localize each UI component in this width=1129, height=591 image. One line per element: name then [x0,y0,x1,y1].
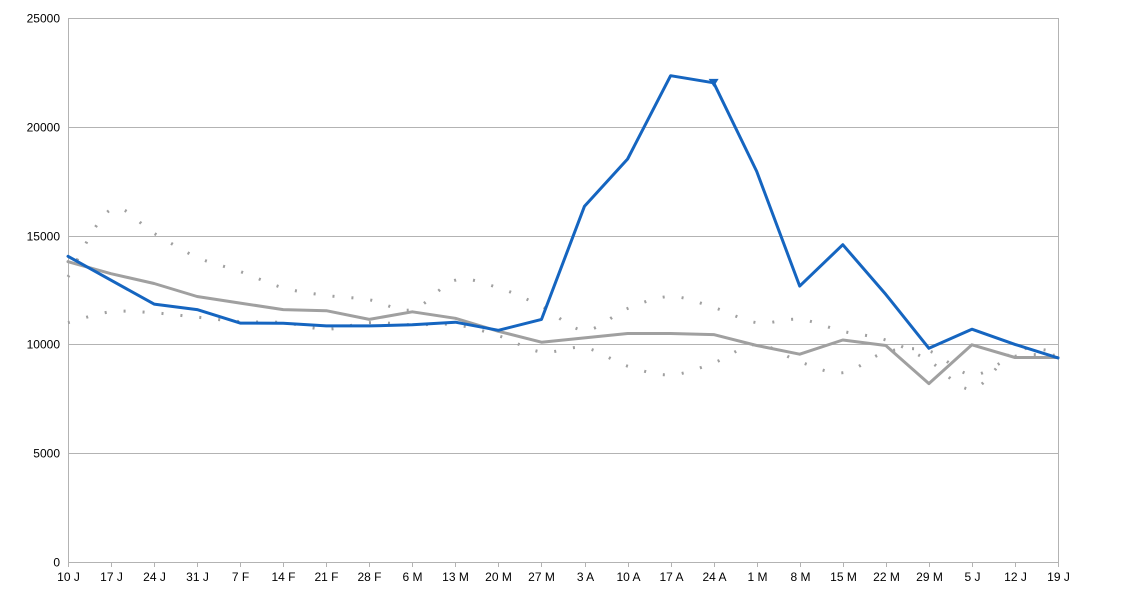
x-tick-label: 8 M [790,570,810,584]
x-tick-label: 29 M [916,570,943,584]
x-tick-label: 10 A [616,570,640,584]
x-tick-label: 24 A [702,570,726,584]
series-lines [68,76,1058,389]
x-tick-label: 22 M [873,570,900,584]
x-tick-label: 3 A [577,570,594,584]
y-tick-label: 5000 [33,447,60,461]
x-tick-label: 6 M [402,570,422,584]
x-tick-label: 1 M [747,570,767,584]
x-tick-label: 21 F [314,570,338,584]
x-tick-label: 13 M [442,570,469,584]
x-tick-label: 17 J [100,570,123,584]
y-tick-label: 15000 [27,230,61,244]
series-1-line [68,76,1058,358]
y-tick-label: 0 [53,556,60,570]
x-tick-label: 15 M [830,570,857,584]
gridlines [68,19,1058,454]
y-tick-label: 20000 [27,121,61,135]
y-tick-labels: 0 5000 10000 15000 20000 25000 [27,12,61,570]
x-tick-labels: 10 J 17 J 24 J 31 J 7 F 14 F 21 F 28 F 6 M 13 M 20… [57,570,1070,584]
y-tick-label: 10000 [27,338,61,352]
x-tick-label: 31 J [186,570,209,584]
x-tick-label: 10 J [57,570,80,584]
axes [68,18,1059,567]
x-tick-label: 14 F [271,570,295,584]
x-tick-label: 27 M [528,570,555,584]
series-1 [68,76,1058,358]
x-tick-label: 7 F [232,570,249,584]
x-tick-label: 19 J [1047,570,1070,584]
y-tick-label: 25000 [27,12,61,26]
x-tick-label: 12 J [1004,570,1027,584]
x-tick-label: 28 F [357,570,381,584]
x-tick-label: 20 M [485,570,512,584]
x-tick-label: 5 J [964,570,980,584]
x-tick-label: 24 J [143,570,166,584]
x-tick-label: 17 A [659,570,683,584]
